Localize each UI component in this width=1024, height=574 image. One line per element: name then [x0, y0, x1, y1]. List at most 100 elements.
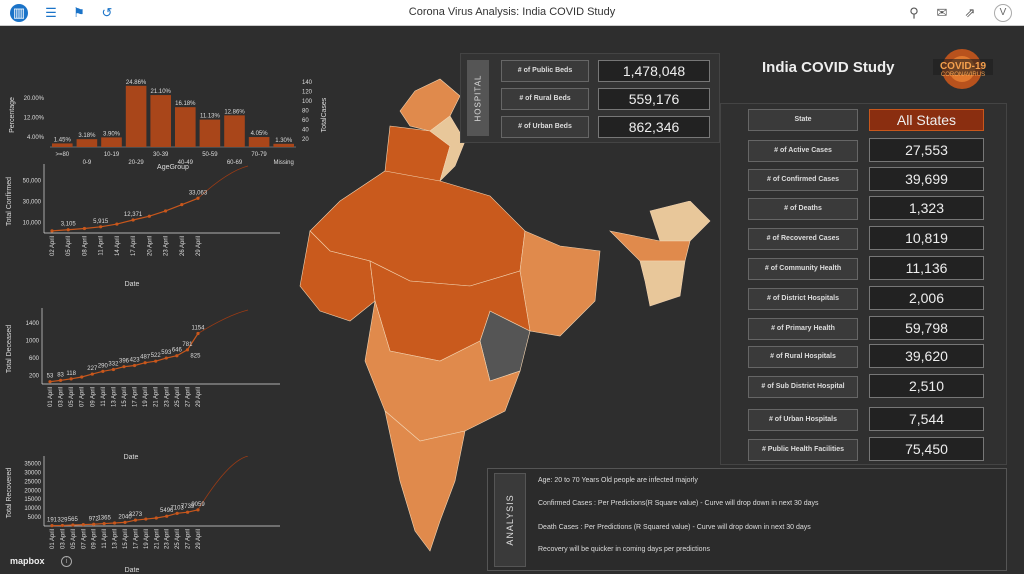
confirmed-xtick: 08 April	[82, 236, 88, 256]
deceased-xtick: 01 April	[48, 387, 54, 407]
recovered-xtick: 11 April	[102, 529, 108, 549]
age-xtick: >=80	[55, 152, 69, 158]
age-bar-label: 16.18%	[175, 101, 196, 107]
svg-text:COVID-19: COVID-19	[940, 61, 987, 72]
filter-icon[interactable]: ⚲	[909, 5, 919, 20]
recovered-point	[50, 524, 54, 528]
confirmed-ylabel: Total Confirmed	[6, 177, 13, 226]
info-icon[interactable]: i	[61, 556, 72, 567]
kpi-value: 27,553	[869, 138, 984, 162]
kpi-value: 7,544	[869, 407, 984, 431]
deceased-xtick: 19 April	[143, 387, 149, 407]
recovered-ylabel: Total Recovered	[6, 468, 13, 519]
top-toolbar: ▥ ☰ ⚑ ↺ Corona Virus Analysis: India COV…	[0, 0, 1024, 26]
state-panel	[720, 103, 1007, 465]
age-xtick: 60-69	[227, 160, 243, 166]
age-bar	[125, 85, 147, 147]
window-title: Corona Virus Analysis: India COVID Study	[408, 6, 616, 18]
bookmark-icon[interactable]: ⚑	[73, 5, 85, 20]
age-y2tick: 120	[302, 90, 313, 96]
confirmed-point	[82, 226, 87, 231]
recovered-data-label: 191	[47, 518, 58, 524]
age-bar	[76, 139, 98, 147]
recovered-point	[133, 518, 138, 522]
history-icon[interactable]: ↺	[101, 5, 113, 20]
deceased-xtick: 07 April	[80, 387, 86, 407]
recovered-data-label: 7739	[181, 504, 195, 510]
kpi-label: # of Primary Health	[748, 318, 858, 340]
recovered-ytick: 15000	[24, 497, 41, 503]
deceased-point	[122, 365, 126, 369]
age-xtick: 70-79	[251, 152, 267, 158]
map-region-himalaya[interactable]	[429, 115, 466, 183]
india-map[interactable]	[290, 71, 620, 561]
confirmed-data-label: 33,063	[189, 190, 208, 196]
confirmed-point	[115, 222, 119, 226]
map-region-west[interactable]	[299, 230, 376, 322]
list-icon[interactable]: ☰	[45, 5, 57, 20]
deceased-point	[48, 380, 52, 384]
age-y2tick: 140	[302, 80, 313, 86]
deceased-xtick: 29 April	[196, 387, 202, 407]
map-region-south[interactable]	[384, 410, 466, 552]
hospital-row-label: # of Public Beds	[501, 60, 589, 82]
hospital-tab: HOSPITAL	[467, 60, 489, 136]
deceased-data-label: 227	[87, 366, 98, 372]
share-icon[interactable]: ⇗	[964, 5, 976, 20]
recovered-point	[144, 517, 148, 521]
confirmed-data-label: 5,915	[93, 219, 109, 225]
dashboard-icon[interactable]: ▥	[10, 4, 28, 22]
comment-icon[interactable]: ✉	[936, 5, 948, 20]
deceased-ylabel: Total Deceased	[6, 325, 13, 373]
confirmed-chart: 10,000 30,000 50,000 02 April 3,105 05 April 0…	[6, 164, 280, 288]
recovered-xtick: 19 April	[144, 529, 150, 549]
kpi-value: 2,510	[869, 374, 984, 398]
recovered-xtick: 01 April	[50, 529, 56, 549]
deceased-point	[154, 359, 158, 363]
deceased-xtick: 23 April	[164, 387, 170, 407]
age-ytick: 20.00%	[24, 96, 45, 102]
mapbox-attribution[interactable]: mapbox	[10, 556, 45, 566]
recovered-xtick: 15 April	[123, 529, 129, 549]
deceased-data-label: 118	[66, 371, 76, 377]
deceased-point	[90, 372, 94, 376]
age-xtick: 0-9	[83, 160, 92, 166]
map-region-northeast-1[interactable]	[649, 201, 711, 242]
northeast-map[interactable]	[590, 201, 720, 311]
age-group-chart: 4.00% 12.00% 20.00% 20 40 60 80 100 120 140 1.45% >…	[9, 80, 328, 171]
deceased-xtick: 05 April	[69, 387, 75, 407]
deceased-point	[101, 369, 105, 373]
user-avatar[interactable]: V	[994, 4, 1012, 22]
recovered-data-label: 565	[68, 517, 79, 523]
map-region-east[interactable]	[519, 230, 601, 337]
recovered-trend	[197, 456, 249, 511]
recovered-xtick: 21 April	[154, 529, 160, 549]
confirmed-point	[196, 196, 200, 200]
kpi-label: # of Community Health	[748, 258, 858, 280]
deceased-point	[69, 377, 73, 381]
age-bar-label: 3.90%	[103, 131, 121, 137]
recovered-xtick: 13 April	[113, 529, 119, 549]
recovered-xtick: 29 April	[196, 529, 202, 549]
map-region-deccan[interactable]	[364, 300, 521, 442]
map-region-northeast-3[interactable]	[639, 260, 686, 307]
age-y2tick: 40	[302, 128, 309, 134]
age-xtick: 50-59	[202, 152, 218, 158]
confirmed-line	[51, 197, 199, 232]
map-region-northeast-2[interactable]	[609, 230, 691, 262]
confirmed-xtick: 11 April	[99, 236, 105, 256]
recovered-data-label: 1365	[97, 516, 111, 522]
confirmed-ytick: 50,000	[23, 179, 42, 185]
recovered-xtick: 23 April	[165, 529, 171, 549]
recovered-ytick: 10000	[24, 506, 41, 512]
recovered-point	[71, 523, 75, 527]
deceased-data-label: 781	[182, 342, 193, 348]
kpi-label: # of District Hospitals	[748, 288, 858, 310]
recovered-data-label: 9059	[191, 502, 205, 508]
state-filter-dropdown[interactable]: All States	[869, 109, 984, 131]
confirmed-trend	[197, 165, 249, 199]
deceased-xtick: 21 April	[154, 387, 160, 407]
kpi-label: # of Sub District Hospital	[748, 376, 858, 398]
recovered-point	[175, 511, 179, 515]
recovered-xtick: 07 April	[81, 529, 87, 549]
